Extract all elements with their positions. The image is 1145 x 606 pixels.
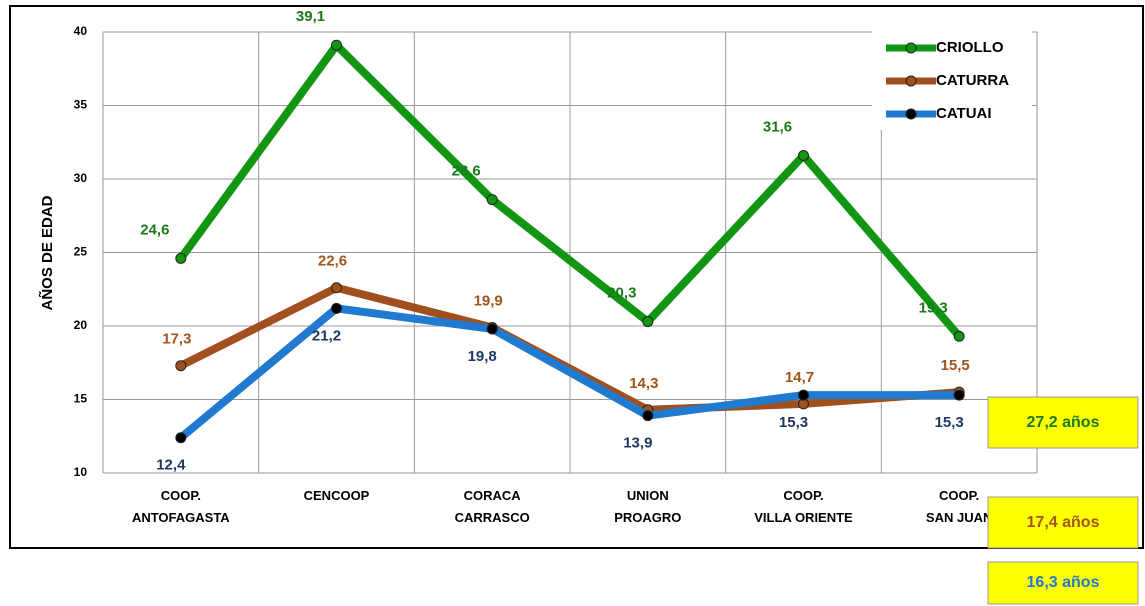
y-tick-label: 30 — [74, 171, 88, 185]
legend-label: CATURRA — [936, 72, 1009, 89]
data-label: 15,3 — [779, 414, 808, 431]
annotation-box — [987, 561, 1139, 605]
annotation-text: 16,3 años — [1027, 574, 1100, 591]
data-label: 28,6 — [452, 163, 481, 180]
y-tick-label: 10 — [74, 465, 88, 479]
annotation-box — [987, 396, 1139, 449]
data-label: 15,5 — [941, 357, 970, 374]
x-tick-line: PROAGRO — [614, 510, 681, 525]
data-point — [331, 302, 342, 314]
data-label: 12,4 — [156, 457, 186, 474]
data-label: 31,6 — [763, 118, 792, 135]
data-point — [486, 323, 498, 335]
x-tick-label: COOP. ANTOFAGASTA — [132, 488, 230, 525]
data-point — [175, 252, 187, 264]
data-label: 19,8 — [468, 348, 497, 365]
x-tick-line: COOP. — [161, 488, 201, 503]
legend-marker — [905, 108, 917, 120]
legend-marker — [905, 75, 917, 87]
x-tick-line: CORACA — [464, 488, 522, 503]
y-tick-label: 15 — [74, 392, 88, 406]
data-point — [798, 149, 809, 161]
data-label: 13,9 — [623, 435, 652, 452]
x-tick-line: ANTOFAGASTA — [132, 510, 230, 525]
data-point — [953, 389, 965, 401]
x-tick-line: UNION — [627, 488, 669, 503]
data-point — [175, 360, 187, 372]
x-tick-label: COOP. VILLA ORIENTE — [754, 488, 853, 525]
x-tick-label: UNION PROAGRO — [614, 488, 681, 525]
data-label: 39,1 — [296, 8, 325, 25]
series-line — [178, 304, 960, 441]
y-tick-label: 35 — [74, 98, 88, 112]
data-label: 14,3 — [629, 375, 658, 392]
data-point — [331, 282, 342, 294]
legend-label: CATUAI — [936, 105, 992, 122]
data-label: 19,9 — [474, 292, 503, 309]
y-tick-label: 20 — [74, 318, 88, 332]
data-label: 15,3 — [935, 414, 964, 431]
annotation-text: 17,4 años — [1027, 514, 1100, 531]
data-point — [953, 330, 965, 342]
x-tick-line: VILLA ORIENTE — [754, 510, 853, 525]
data-point — [642, 410, 654, 422]
data-point — [642, 316, 654, 328]
data-point — [486, 194, 498, 206]
data-label: 21,2 — [312, 327, 341, 344]
legend-label: CRIOLLO — [936, 39, 1004, 56]
data-point — [175, 432, 187, 444]
x-tick-label: CORACA CARRASCO — [455, 488, 530, 525]
data-label: 20,3 — [607, 285, 636, 302]
x-tick-label: COOP. SAN JUAN — [926, 488, 992, 525]
legend-marker — [905, 42, 917, 54]
y-tick-label: 40 — [74, 24, 88, 38]
data-point — [331, 39, 342, 51]
annotation-text: 27,2 años — [1027, 414, 1100, 431]
data-label: 14,7 — [785, 369, 814, 386]
data-label: 19,3 — [919, 299, 948, 316]
data-label: 17,3 — [162, 331, 191, 348]
y-axis-label: AÑOS DE EDAD — [38, 195, 56, 310]
x-tick-line: CENCOOP — [304, 488, 370, 503]
series-line — [177, 41, 963, 339]
data-label: 24,6 — [140, 221, 169, 238]
x-tick-line: COOP. — [939, 488, 979, 503]
x-tick-line: COOP. — [783, 488, 823, 503]
y-tick-label: 25 — [74, 245, 88, 259]
data-point — [798, 389, 809, 401]
data-label: 22,6 — [318, 253, 347, 270]
x-tick-line: CARRASCO — [455, 510, 530, 525]
x-tick-label: CENCOOP — [304, 488, 370, 503]
x-tick-line: SAN JUAN — [926, 510, 992, 525]
annotation-box — [987, 496, 1139, 549]
